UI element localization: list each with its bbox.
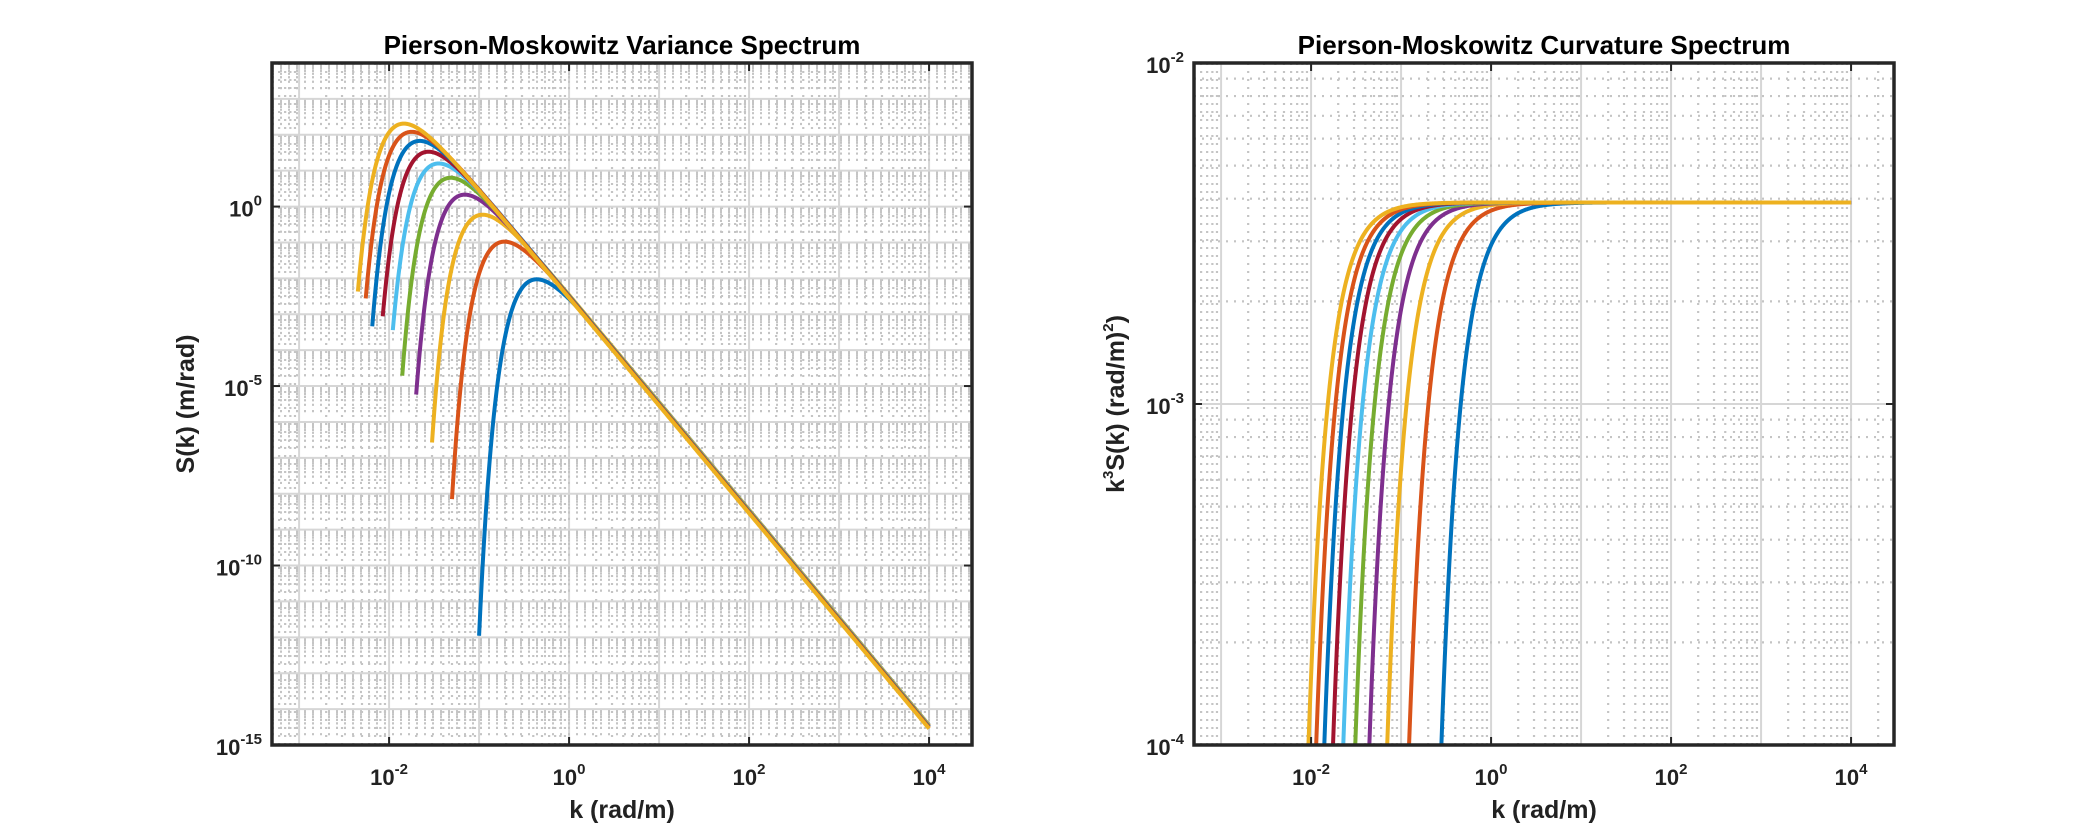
x-tick-base: 10 <box>1292 765 1316 790</box>
x-tick-label: 100 <box>1475 761 1508 790</box>
series-10-line <box>355 121 931 730</box>
y-tick-label: 10-2 <box>1146 49 1184 78</box>
x-tick-exponent: 0 <box>1499 761 1507 778</box>
series-lines <box>355 121 931 730</box>
x-tick-base: 10 <box>1475 765 1499 790</box>
series-10-line <box>1306 200 1853 745</box>
y-label-mid: S(k) (rad/m) <box>1102 332 1130 471</box>
y-tick-exponent: 0 <box>254 193 262 210</box>
x-tick-base: 10 <box>370 765 394 790</box>
y-tick-exponent: -3 <box>1171 390 1184 407</box>
x-tick-base: 10 <box>733 765 757 790</box>
y-tick-label: 10-10 <box>216 552 262 581</box>
x-tick-label: 102 <box>1655 761 1688 790</box>
y-label-sup2: 2 <box>1100 323 1117 331</box>
y-label-sup1: 3 <box>1100 471 1117 479</box>
series-lines <box>1306 200 1853 745</box>
y-tick-label: 10-3 <box>1146 390 1184 419</box>
x-tick-label: 104 <box>1835 761 1868 790</box>
chart-title: Pierson-Moskowitz Variance Spectrum <box>384 30 861 60</box>
x-tick-label: 102 <box>733 761 766 790</box>
x-tick-exponent: 0 <box>577 761 585 778</box>
y-tick-base: 10 <box>1146 735 1170 760</box>
x-tick-exponent: 2 <box>1679 761 1687 778</box>
y-tick-base: 10 <box>216 556 240 581</box>
y-tick-label: 100 <box>229 193 262 222</box>
y-tick-exponent: -2 <box>1171 49 1184 66</box>
x-tick-exponent: 4 <box>1859 761 1868 778</box>
x-tick-exponent: -2 <box>1317 761 1330 778</box>
y-axis-label: k3S(k) (rad/m)2) <box>1100 315 1130 493</box>
chart-title: Pierson-Moskowitz Curvature Spectrum <box>1298 30 1791 60</box>
x-tick-exponent: -2 <box>395 761 408 778</box>
y-tick-exponent: -15 <box>240 731 262 748</box>
x-tick-label: 10-2 <box>370 761 408 790</box>
x-axis-label: k (rad/m) <box>1491 796 1597 824</box>
grid <box>270 62 974 746</box>
y-tick-label: 10-15 <box>216 731 262 760</box>
x-tick-exponent: 2 <box>757 761 765 778</box>
y-axis-label: S(k) (m/rad) <box>172 335 200 474</box>
y-tick-base: 10 <box>216 735 240 760</box>
x-tick-base: 10 <box>1655 765 1679 790</box>
y-tick-label: 10-5 <box>224 372 262 401</box>
x-tick-exponent: 4 <box>937 761 946 778</box>
x-tick-label: 100 <box>553 761 586 790</box>
y-tick-label: 10-4 <box>1146 731 1184 760</box>
x-tick-label: 104 <box>913 761 946 790</box>
y-tick-base: 10 <box>229 197 253 222</box>
y-label-pre: k <box>1102 479 1130 493</box>
y-tick-exponent: -10 <box>240 552 262 569</box>
y-tick-exponent: -4 <box>1171 731 1185 748</box>
x-tick-label: 10-2 <box>1292 761 1330 790</box>
x-tick-base: 10 <box>553 765 577 790</box>
y-label-post: ) <box>1102 315 1130 323</box>
x-tick-base: 10 <box>1835 765 1859 790</box>
x-axis-label: k (rad/m) <box>569 796 675 824</box>
y-tick-base: 10 <box>224 376 248 401</box>
axes-box <box>270 61 974 747</box>
y-tick-base: 10 <box>1146 394 1170 419</box>
x-tick-base: 10 <box>913 765 937 790</box>
y-tick-exponent: -5 <box>249 372 262 389</box>
y-tick-base: 10 <box>1146 53 1170 78</box>
